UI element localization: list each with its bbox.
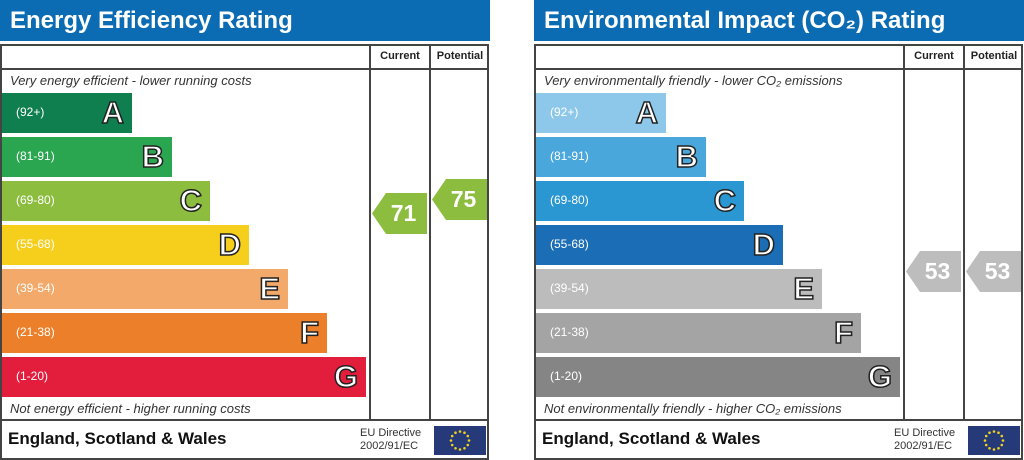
- band-f: (21-38) F: [2, 313, 327, 353]
- band-range: (92+): [16, 105, 45, 119]
- band-letter: E: [259, 270, 281, 307]
- divider: [903, 44, 905, 420]
- band-letter: G: [867, 358, 893, 395]
- rating-table: [0, 44, 489, 460]
- rating-table: [534, 44, 1023, 460]
- current-column-header: Current: [380, 50, 420, 62]
- band-range: (1-20): [550, 369, 583, 383]
- band-range: (39-54): [550, 281, 589, 295]
- eu-directive: EU Directive 2002/91/EC: [360, 427, 421, 453]
- band-letter: A: [635, 94, 659, 131]
- directive-line: 2002/91/EC: [894, 440, 953, 452]
- directive-line: EU Directive: [360, 427, 422, 439]
- band-b: (81-91) B: [536, 137, 706, 177]
- band-e: (39-54) E: [2, 269, 288, 309]
- band-c: (69-80) C: [2, 181, 210, 221]
- panel-title: Energy Efficiency Rating: [0, 0, 490, 41]
- band-letter: D: [752, 226, 776, 263]
- band-range: (69-80): [16, 193, 55, 207]
- directive-line: EU Directive: [894, 427, 956, 439]
- divider: [369, 44, 371, 420]
- band-range: (1-20): [16, 369, 49, 383]
- band-range: (92+): [550, 105, 579, 119]
- band-letter: C: [179, 182, 203, 219]
- band-letter: D: [218, 226, 242, 263]
- eu-directive: EU Directive 2002/91/EC: [894, 427, 955, 453]
- band-range: (81-91): [550, 149, 589, 163]
- bottom-note: Not energy efficient - higher running co…: [10, 401, 251, 416]
- potential-column-header: Potential: [970, 50, 1018, 62]
- band-g: (1-20) G: [2, 357, 366, 397]
- top-note: Very energy efficient - lower running co…: [10, 73, 252, 88]
- region-label: England, Scotland & Wales: [542, 429, 761, 448]
- band-letter: F: [833, 314, 853, 351]
- band-letter: B: [675, 138, 699, 175]
- band-range: (21-38): [550, 325, 589, 339]
- band-e: (39-54) E: [536, 269, 822, 309]
- top-note: Very environmentally friendly - lower CO…: [544, 73, 843, 88]
- divider: [429, 44, 431, 420]
- band-letter: C: [713, 182, 737, 219]
- energy-rating-panel: Energy Efficiency Rating Current Potenti…: [0, 0, 490, 460]
- band-a: (92+) A: [2, 93, 132, 133]
- eu-flag-icon: [434, 426, 486, 455]
- divider: [963, 44, 965, 420]
- current-column-header: Current: [914, 50, 954, 62]
- band-range: (81-91): [16, 149, 55, 163]
- band-range: (69-80): [550, 193, 589, 207]
- band-letter: A: [101, 94, 125, 131]
- region-label: England, Scotland & Wales: [8, 429, 227, 448]
- panel-title: Environmental Impact (CO₂) Rating: [534, 0, 1024, 41]
- divider: [0, 68, 489, 70]
- band-a: (92+) A: [536, 93, 666, 133]
- divider: [0, 419, 489, 421]
- environmental-rating-panel: Environmental Impact (CO₂) Rating Curren…: [534, 0, 1024, 460]
- band-range: (21-38): [16, 325, 55, 339]
- divider: [534, 419, 1023, 421]
- band-range: (55-68): [16, 237, 55, 251]
- band-letter: G: [333, 358, 359, 395]
- band-letter: E: [793, 270, 815, 307]
- band-letter: B: [141, 138, 165, 175]
- band-range: (39-54): [16, 281, 55, 295]
- eu-flag-icon: [968, 426, 1020, 455]
- potential-rating-arrow: 75: [432, 179, 487, 220]
- band-d: (55-68) D: [536, 225, 783, 265]
- band-g: (1-20) G: [536, 357, 900, 397]
- band-c: (69-80) C: [536, 181, 744, 221]
- band-f: (21-38) F: [536, 313, 861, 353]
- divider: [534, 68, 1023, 70]
- band-letter: F: [299, 314, 319, 351]
- directive-line: 2002/91/EC: [360, 440, 419, 452]
- band-range: (55-68): [550, 237, 589, 251]
- bottom-note: Not environmentally friendly - higher CO…: [544, 401, 842, 416]
- band-b: (81-91) B: [2, 137, 172, 177]
- potential-column-header: Potential: [436, 50, 484, 62]
- band-d: (55-68) D: [2, 225, 249, 265]
